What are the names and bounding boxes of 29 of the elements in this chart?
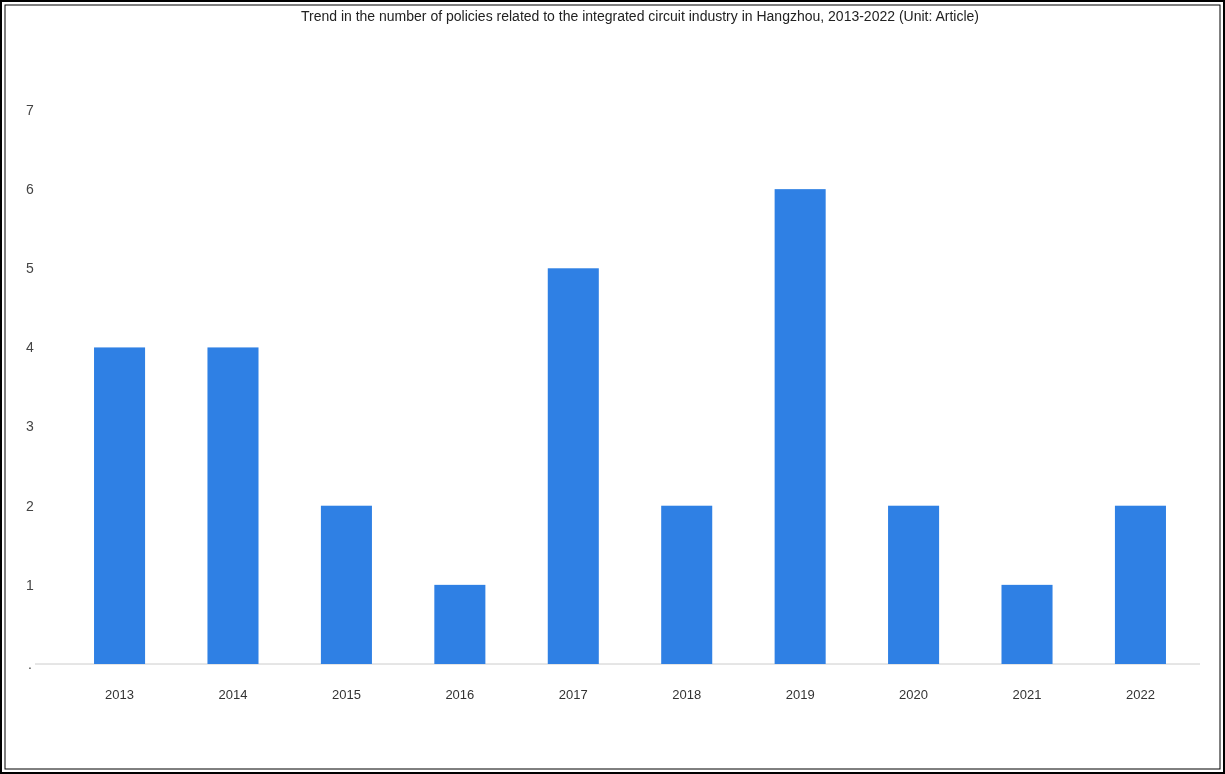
- x-tick-label: 2013: [105, 687, 135, 702]
- bar: [207, 347, 259, 664]
- x-tick-label: 2022: [1125, 687, 1155, 702]
- y-tick-label: 2: [26, 497, 35, 514]
- x-tick-label: 2015: [331, 687, 361, 702]
- bar: [320, 505, 372, 664]
- x-tick-label: 2018: [672, 687, 702, 702]
- x-tick-label: 2016: [445, 687, 475, 702]
- bar: [1001, 584, 1053, 664]
- y-tick-label: 4: [26, 339, 35, 356]
- y-tick-label: 7: [26, 101, 35, 118]
- bar: [774, 189, 826, 664]
- y-tick-label: 5: [26, 260, 35, 277]
- x-tick-label: 2014: [218, 687, 248, 702]
- bar: [547, 268, 599, 664]
- y-tick-label: 1: [26, 576, 35, 593]
- y-tick-label: 6: [26, 181, 35, 198]
- x-tick-label: 2017: [558, 687, 588, 702]
- x-tick-label: 2019: [785, 687, 815, 702]
- y-tick-label: 3: [26, 418, 35, 435]
- x-tick-label: 2021: [1012, 687, 1042, 702]
- y-tick-label: .: [28, 655, 32, 672]
- bar: [434, 584, 486, 664]
- chart-title: Trend in the number of policies related to the integrated circuit industry in Hangzhou, 2013-2022 (Unit: Article): [300, 8, 980, 24]
- bar: [1114, 505, 1166, 664]
- bar: [661, 505, 713, 664]
- bar: [888, 505, 940, 664]
- x-tick-label: 2020: [899, 687, 929, 702]
- bar: [94, 347, 146, 664]
